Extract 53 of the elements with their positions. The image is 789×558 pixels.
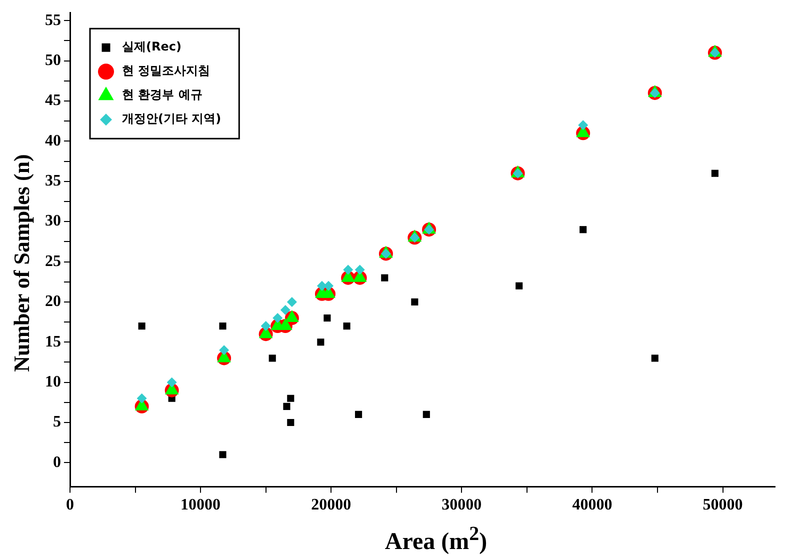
y-tick-label: 15 (45, 333, 61, 350)
point (272, 313, 283, 324)
point (283, 402, 290, 410)
point (343, 264, 354, 275)
point (343, 322, 350, 330)
legend-label: 현 정밀조사지침 (122, 64, 210, 78)
x-tick-label: 0 (66, 496, 74, 514)
point (651, 354, 658, 362)
y-tick-label: 50 (45, 52, 61, 69)
point (219, 322, 226, 330)
point (317, 338, 324, 346)
point (354, 410, 362, 418)
y-axis-title: Number of Samples (n) (9, 153, 35, 374)
point (422, 410, 430, 418)
y-tick-label: 10 (45, 373, 61, 390)
point (324, 314, 331, 322)
point (286, 296, 297, 307)
point (711, 170, 718, 177)
point (516, 282, 523, 290)
point (287, 418, 294, 426)
point (324, 280, 334, 291)
point (280, 304, 290, 315)
point (287, 394, 294, 402)
x-tick-label: 50000 (702, 496, 743, 514)
legend-label: 개정안(기타 지역) (122, 112, 222, 126)
point (268, 354, 276, 362)
x-tick-label: 30000 (442, 496, 482, 514)
legend-label: 현 환경부 예규 (122, 88, 202, 102)
point (260, 321, 271, 332)
y-tick-label: 30 (45, 212, 61, 230)
x-tick-label: 20000 (311, 496, 352, 514)
point (354, 264, 365, 275)
point (166, 377, 177, 388)
y-tick-label: 55 (45, 12, 61, 29)
point (219, 451, 226, 458)
y-tick-label: 0 (53, 454, 61, 471)
point (580, 226, 587, 234)
y-tick-label: 20 (45, 293, 61, 310)
point (381, 274, 388, 282)
point (136, 393, 147, 404)
point (138, 322, 146, 330)
point (578, 120, 588, 130)
point (219, 345, 230, 356)
x-tick-label: 40000 (572, 496, 612, 514)
y-tick-label: 35 (45, 172, 61, 190)
y-tick-label: 25 (45, 252, 61, 270)
x-axis-title: Area (m$^{2}$) (384, 523, 488, 556)
point (411, 298, 418, 306)
y-tick-label: 45 (45, 92, 61, 110)
legend-label: 실제(Rec) (122, 40, 182, 54)
y-tick-label: 5 (53, 414, 61, 431)
y-tick-label: 40 (45, 132, 61, 150)
x-tick-label: 10000 (180, 496, 221, 514)
